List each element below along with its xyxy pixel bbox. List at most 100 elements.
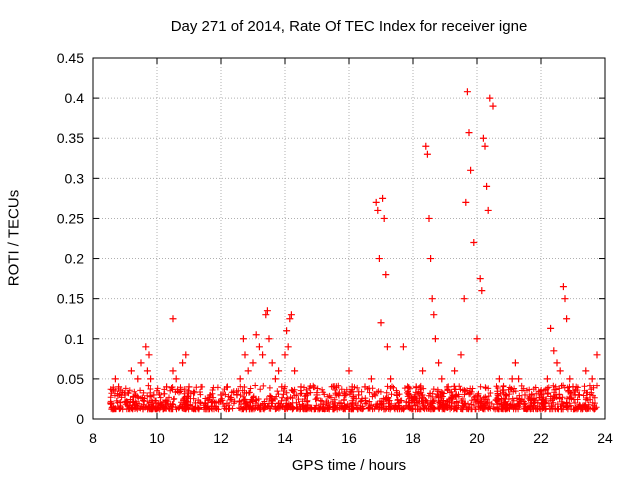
data-point [134,375,142,383]
data-point [281,351,289,359]
y-tick-label: 0 [76,411,84,427]
data-point [379,194,387,202]
data-point [233,391,241,399]
data-point [412,383,420,391]
x-tick-label: 22 [533,430,549,446]
data-point [463,88,471,96]
data-point [179,359,187,367]
data-point [377,319,385,327]
data-point [348,383,356,391]
chart-title: Day 271 of 2014, Rate Of TEC Index for r… [170,18,528,35]
data-point [460,295,468,303]
data-point [593,351,601,359]
data-point [284,343,292,351]
y-tick-label: 0.25 [57,210,84,226]
data-point [430,311,438,319]
data-point [481,142,489,150]
x-axis: 8 10 12 14 16 18 20 22 24 [89,58,613,446]
data-point [425,214,433,222]
data-point [383,343,391,351]
data-point [547,324,555,332]
data-point [569,383,577,391]
data-point [169,367,177,375]
y-tick-label: 0.45 [57,50,84,66]
data-point [406,391,414,399]
x-tick-label: 18 [405,430,421,446]
x-tick-label: 8 [89,430,97,446]
data-point [375,255,383,263]
data-point [249,359,257,367]
data-point [169,315,177,323]
data-point [342,391,350,399]
data-point [478,287,486,295]
data-point [156,399,164,407]
data-point [291,367,299,375]
data-point [172,375,180,383]
data-point [361,383,369,391]
data-point [511,359,519,367]
data-point [380,214,388,222]
y-tick-label: 0.1 [65,331,85,347]
data-point [367,375,375,383]
data-point [239,335,247,343]
data-point [236,375,244,383]
data-point [476,275,484,283]
data-point [259,351,267,359]
data-point [399,343,407,351]
data-point [111,375,119,383]
data-point [275,367,283,375]
data-point [313,391,321,399]
data-point [561,295,569,303]
y-axis-title: ROTI / TECUs [5,189,23,287]
x-tick-label: 14 [277,430,293,446]
data-point [345,367,353,375]
data-point [438,375,446,383]
data-point [428,295,436,303]
data-point [265,335,273,343]
data-point [423,150,431,158]
y-axis: 0 0.05 0.1 0.15 0.2 0.25 0.3 0.35 0.4 0.45 [57,50,605,427]
data-point [150,391,158,399]
data-point [201,399,209,407]
data-point [241,351,249,359]
data-series [107,88,601,407]
data-point [550,347,558,355]
data-point [137,359,145,367]
x-axis-title: GPS time / hours [291,457,407,474]
data-point [127,367,135,375]
data-point [483,182,491,190]
data-point [422,142,430,150]
data-point [588,375,596,383]
data-point [556,367,564,375]
data-point [553,359,561,367]
y-tick-label: 0.35 [57,130,84,146]
data-point [435,359,443,367]
data-point [145,351,153,359]
data-point [582,367,590,375]
x-tick-label: 12 [213,430,229,446]
data-point [451,367,459,375]
data-point [479,134,487,142]
data-point [515,375,523,383]
data-point [508,375,516,383]
data-point [297,383,305,391]
x-tick-label: 20 [469,430,485,446]
data-point [457,351,465,359]
grid-lines [93,58,605,419]
data-point [563,315,571,323]
data-point [374,206,382,214]
data-point [559,283,567,291]
data-point [262,311,270,319]
data-point [286,315,294,323]
data-point [244,367,252,375]
data-point [223,383,231,391]
data-point [191,399,199,407]
data-point [355,391,363,399]
data-point [303,391,311,399]
data-point [393,391,401,399]
data-point [427,255,435,263]
data-point [182,351,190,359]
data-point [147,375,155,383]
y-tick-label: 0.15 [57,291,84,307]
